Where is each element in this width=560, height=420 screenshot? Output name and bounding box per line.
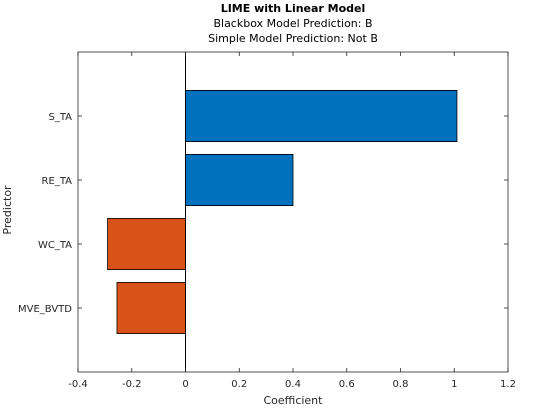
chart-subtitle-1: Blackbox Model Prediction: B <box>213 17 372 30</box>
chart-subtitle-2: Simple Model Prediction: Not B <box>208 32 378 45</box>
bars-layer <box>107 90 458 334</box>
y-axis-label: Predictor <box>1 185 14 235</box>
x-tick-label: 0 <box>182 379 188 390</box>
bar-wc-ta <box>107 217 186 270</box>
bar-re-ta <box>185 153 294 206</box>
y-axis-ticks: S_TA RE_TA WC_TA MVE_BVTD <box>18 112 508 315</box>
x-tick-label: 0.6 <box>339 379 355 390</box>
x-tick-label: 0.4 <box>285 379 301 390</box>
x-axis-label: Coefficient <box>264 394 324 407</box>
y-tick-label: MVE_BVTD <box>18 304 72 315</box>
bar-s-ta <box>185 90 458 143</box>
x-tick-label: 0.8 <box>393 379 409 390</box>
chart-title: LIME with Linear Model <box>221 2 366 15</box>
y-tick-label: S_TA <box>48 112 72 123</box>
x-tick-label: 1.2 <box>500 379 516 390</box>
x-tick-label: -0.2 <box>122 379 142 390</box>
x-axis-ticks: -0.4 -0.2 0 0.2 0.4 0.6 0.8 1 1.2 <box>68 52 516 390</box>
y-tick-label: WC_TA <box>38 240 72 251</box>
y-tick-label: RE_TA <box>42 176 73 187</box>
bar-mve-bvtd <box>116 281 186 334</box>
x-tick-label: 0.2 <box>231 379 247 390</box>
x-tick-label: -0.4 <box>68 379 88 390</box>
x-tick-label: 1 <box>451 379 457 390</box>
